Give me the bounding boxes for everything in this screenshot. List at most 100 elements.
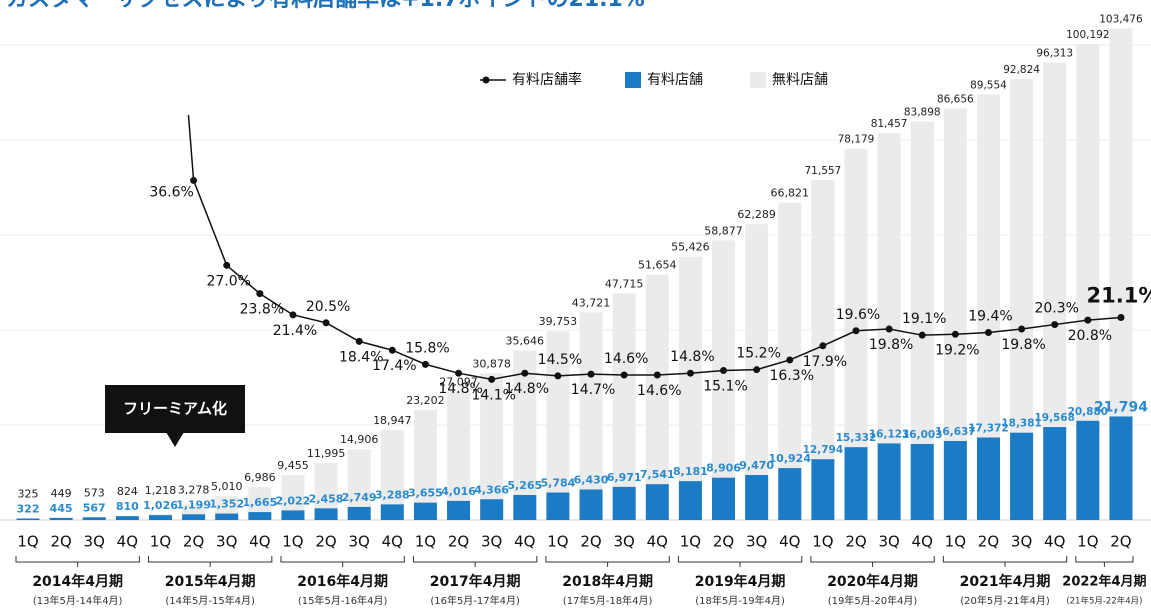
x-tick-label: 2Q	[315, 533, 336, 551]
legend-label: 有料店舗	[647, 72, 703, 88]
x-tick-label: 1Q	[17, 533, 38, 551]
bar	[712, 477, 736, 520]
year-sublabel: (13年5月-14年4月)	[33, 594, 123, 607]
bar	[1043, 62, 1067, 521]
bar	[612, 293, 636, 520]
total-value-label: 3,278	[178, 483, 210, 496]
bar	[579, 312, 603, 520]
bar	[943, 440, 967, 520]
total-value-label: 573	[84, 486, 105, 499]
total-value-label: 824	[117, 485, 138, 498]
total-value-label: 30,878	[472, 357, 511, 370]
bar	[645, 484, 669, 520]
bar	[678, 481, 702, 520]
rate-point	[587, 370, 595, 378]
year-label: 2016年4月期	[297, 573, 388, 590]
total-value-label: 35,646	[506, 335, 545, 348]
rate-label: 19.1%	[902, 311, 946, 327]
rate-label: 15.8%	[405, 340, 449, 356]
bar	[480, 373, 504, 520]
bar-value-label: 21,794	[1094, 399, 1148, 415]
total-value-label: 55,426	[671, 241, 710, 254]
rate-point	[1051, 321, 1059, 329]
bar	[811, 180, 835, 520]
bar-value-label: 8,906	[706, 462, 741, 475]
total-value-label: 43,721	[572, 296, 611, 309]
year-sublabel: (17年5月-18年4月)	[563, 594, 653, 607]
year-label: 2022年4月期	[1062, 574, 1146, 590]
bar	[513, 350, 537, 520]
year-label: 2020年4月期	[827, 573, 918, 590]
rate-label: 21.1%	[1087, 283, 1151, 307]
total-value-label: 6,986	[244, 471, 276, 484]
total-value-label: 66,821	[771, 187, 810, 200]
bar	[215, 513, 239, 520]
year-label: 2018年4月期	[562, 573, 653, 590]
x-tick-label: 3Q	[878, 533, 899, 551]
total-value-label: 86,656	[937, 93, 974, 105]
rate-point	[951, 330, 959, 338]
total-value-label: 1,218	[145, 484, 177, 497]
bar-value-label: 17,372	[968, 422, 1009, 434]
rate-point	[190, 176, 198, 184]
bar	[1076, 420, 1100, 520]
rate-label: 36.6%	[149, 184, 193, 200]
total-value-label: 100,192	[1066, 29, 1109, 41]
rate-label: 14.6%	[637, 383, 681, 399]
x-tick-label: 2Q	[845, 533, 866, 551]
bar	[380, 504, 404, 520]
x-tick-label: 1Q	[415, 533, 436, 551]
rate-label: 20.3%	[1034, 301, 1078, 317]
bar	[1109, 416, 1133, 520]
total-value-label: 14,906	[340, 433, 379, 446]
rate-label: 18.4%	[339, 349, 383, 365]
bar-value-label: 15,332	[836, 432, 877, 444]
x-tick-label: 4Q	[912, 533, 933, 551]
rate-point	[322, 319, 330, 327]
bar	[1010, 432, 1034, 520]
bar	[943, 108, 967, 520]
year-sublabel: (16年5月-17年4月)	[430, 594, 520, 607]
total-value-label: 96,313	[1036, 48, 1073, 60]
chart-title: カスタマーサクセスにより有料店舗率は+1.7ポイントの21.1%	[6, 0, 645, 12]
bar-value-label: 8,181	[673, 465, 708, 478]
bar	[678, 256, 702, 520]
rate-label: 17.9%	[803, 354, 847, 370]
rate-point	[918, 331, 926, 339]
year-label: 2019年4月期	[695, 573, 786, 590]
bar	[248, 486, 272, 520]
x-tick-label: 2Q	[713, 533, 734, 551]
total-value-label: 39,753	[539, 315, 578, 328]
bar	[447, 391, 471, 520]
bar	[645, 274, 669, 520]
bar	[16, 518, 40, 520]
bar	[910, 443, 934, 520]
total-value-label: 47,715	[605, 277, 644, 290]
bar	[976, 437, 1000, 520]
year-sublabel: (15年5月-16年4月)	[298, 594, 388, 607]
bar	[148, 515, 172, 520]
rate-label: 23.8%	[240, 302, 284, 318]
rate-label: 14.6%	[604, 351, 648, 367]
bar	[413, 409, 437, 520]
bar	[579, 489, 603, 520]
total-value-label: 9,455	[277, 459, 309, 472]
total-value-label: 89,554	[970, 80, 1007, 92]
bar	[347, 506, 371, 520]
rate-point	[554, 372, 562, 380]
year-sublabel: (14年5月-15年4月)	[165, 594, 255, 607]
rate-point	[521, 369, 529, 377]
x-tick-label: 3Q	[613, 533, 634, 551]
x-tick-label: 4Q	[382, 533, 403, 551]
bar	[877, 443, 901, 520]
rate-point	[388, 346, 396, 354]
bar-value-label: 16,003	[902, 429, 943, 441]
bar	[1109, 28, 1133, 520]
year-label: 2017年4月期	[430, 573, 521, 590]
total-value-label: 92,824	[1003, 64, 1040, 76]
bar-value-label: 2,458	[309, 492, 344, 505]
year-bracket	[545, 556, 670, 567]
bar-value-label: 16,123	[869, 428, 910, 440]
rate-label: 19.6%	[836, 307, 880, 323]
bar	[513, 494, 537, 520]
